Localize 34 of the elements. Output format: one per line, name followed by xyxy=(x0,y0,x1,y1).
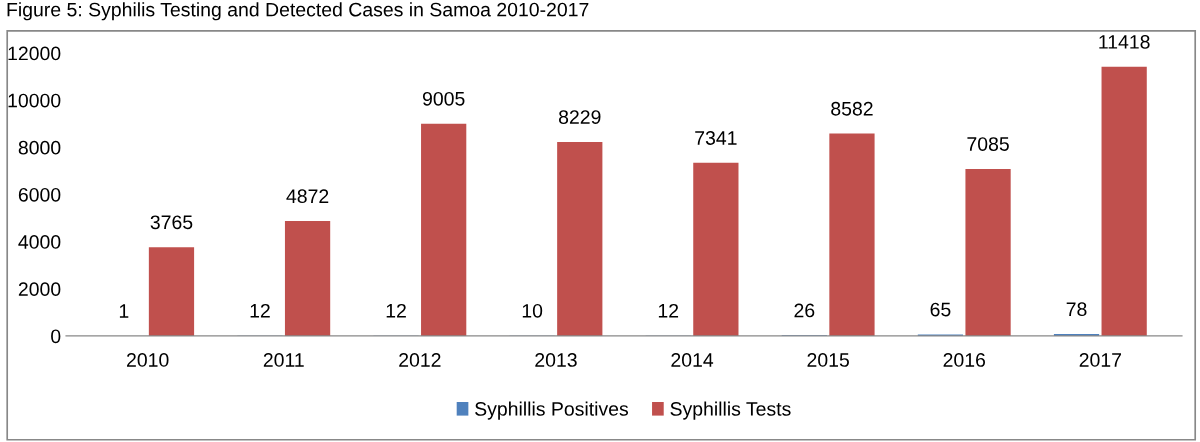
data-label: 10 xyxy=(522,303,543,318)
y-tick-label: 6000 xyxy=(18,187,61,202)
y-tick-label: 12000 xyxy=(8,46,61,61)
data-label: 12 xyxy=(386,303,406,318)
legend-label: Syphillis Tests xyxy=(670,401,791,420)
data-label: 12 xyxy=(658,303,679,318)
x-tick-label: 2015 xyxy=(807,353,849,367)
data-label: 26 xyxy=(794,303,815,318)
data-label: 78 xyxy=(1066,302,1087,317)
legend-label: Syphillis Positives xyxy=(475,401,629,420)
data-label: 7341 xyxy=(695,131,737,145)
data-label: 65 xyxy=(930,302,951,317)
y-tick-label: 8000 xyxy=(18,140,61,155)
data-label: 12 xyxy=(250,303,270,318)
data-label: 11418 xyxy=(1099,35,1150,49)
x-tick-label: 2013 xyxy=(535,353,577,367)
y-tick-label: 10000 xyxy=(8,93,61,108)
x-tick-label: 2014 xyxy=(671,353,714,367)
x-tick-label: 2012 xyxy=(399,353,441,367)
chart-title: Figure 5: Syphilis Testing and Detected Cases in Samoa 2010-2017 xyxy=(7,2,589,21)
data-label: 7085 xyxy=(967,137,1009,151)
y-tick-label: 4000 xyxy=(18,235,61,249)
y-tick-label: 0 xyxy=(51,329,61,344)
x-tick-label: 2017 xyxy=(1079,353,1121,367)
data-label: 8229 xyxy=(558,110,601,124)
x-tick-label: 2011 xyxy=(263,353,304,367)
data-label: 1 xyxy=(119,304,129,318)
y-tick-label: 2000 xyxy=(18,282,61,297)
data-label: 9005 xyxy=(422,91,465,106)
x-tick-label: 2010 xyxy=(127,353,169,367)
data-label: 4872 xyxy=(286,189,329,204)
data-label: 8582 xyxy=(831,101,873,116)
data-label: 3765 xyxy=(150,215,193,230)
x-tick-label: 2016 xyxy=(943,353,986,367)
